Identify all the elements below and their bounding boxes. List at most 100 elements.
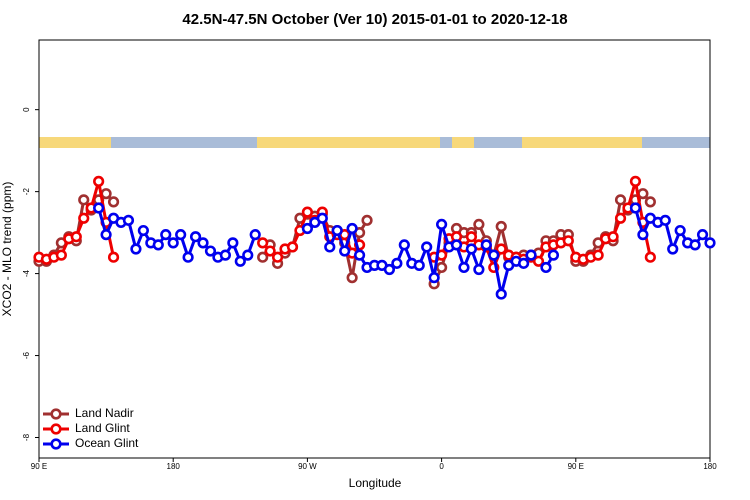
data-point xyxy=(137,224,149,237)
data-point xyxy=(421,241,433,253)
data-point xyxy=(346,222,358,235)
legend-label: Land Glint xyxy=(75,421,130,435)
data-point xyxy=(465,231,478,243)
data-point xyxy=(480,239,492,251)
data-point xyxy=(674,224,686,237)
data-point xyxy=(383,263,396,276)
data-point xyxy=(346,272,358,284)
data-point xyxy=(532,255,545,267)
data-point xyxy=(271,251,284,263)
data-point xyxy=(219,249,231,261)
y-tick-label: -4 xyxy=(22,269,31,277)
x-tick-label: 90 E xyxy=(31,462,47,471)
data-point xyxy=(458,261,470,274)
data-point xyxy=(659,214,671,226)
data-point xyxy=(175,229,187,241)
data-point xyxy=(637,188,649,200)
data-point xyxy=(257,251,269,263)
legend-marker xyxy=(50,423,62,435)
data-point xyxy=(316,212,328,224)
data-point xyxy=(107,251,120,263)
data-point xyxy=(93,175,105,187)
data-point xyxy=(592,249,604,261)
data-point xyxy=(629,175,642,187)
data-point xyxy=(614,194,627,206)
land-band xyxy=(257,137,440,148)
legend-label: Land Nadir xyxy=(75,406,134,420)
data-point xyxy=(614,212,627,224)
data-point xyxy=(495,243,507,255)
data-point xyxy=(450,239,463,251)
data-point xyxy=(107,196,120,208)
data-point xyxy=(689,239,701,251)
y-tick-label: -2 xyxy=(22,188,31,196)
data-point xyxy=(398,239,410,251)
data-point xyxy=(667,243,679,255)
plot-frame xyxy=(38,39,711,459)
data-point xyxy=(301,206,314,218)
data-point xyxy=(547,249,560,261)
x-tick-label: 180 xyxy=(167,462,181,471)
data-point xyxy=(637,229,649,241)
x-tick-label: 90 E xyxy=(568,462,584,471)
data-point xyxy=(242,249,254,261)
data-point xyxy=(70,231,82,243)
data-point xyxy=(629,202,642,214)
y-tick-label: -6 xyxy=(22,351,31,359)
data-point xyxy=(495,220,507,233)
data-point xyxy=(204,245,217,257)
data-point xyxy=(100,188,112,200)
data-point xyxy=(249,229,261,241)
data-point xyxy=(562,235,574,247)
series xyxy=(93,202,716,300)
data-point xyxy=(324,241,336,253)
y-tick-label: 0 xyxy=(22,107,31,112)
data-point xyxy=(361,214,373,226)
data-point xyxy=(182,251,194,263)
legend-marker xyxy=(50,438,62,450)
data-point xyxy=(167,237,179,249)
land-band xyxy=(452,137,474,148)
data-point xyxy=(160,229,172,241)
data-point xyxy=(78,194,90,206)
data-point xyxy=(391,257,403,269)
surface-strip xyxy=(39,137,710,148)
x-tick-label: 180 xyxy=(703,462,717,471)
legend-label: Ocean Glint xyxy=(75,436,139,450)
data-point xyxy=(525,249,537,261)
data-point xyxy=(93,202,105,214)
data-point xyxy=(607,231,619,243)
data-point xyxy=(644,251,656,263)
data-point xyxy=(100,229,112,241)
data-point xyxy=(197,237,209,249)
data-point xyxy=(495,288,507,300)
data-point xyxy=(339,245,351,257)
x-axis-label: Longitude xyxy=(349,476,402,490)
data-point xyxy=(55,249,67,261)
data-point xyxy=(644,196,656,208)
data-point xyxy=(540,261,552,274)
data-point xyxy=(130,243,142,255)
y-axis-label: XCO2 - MLO trend (ppm) xyxy=(0,182,14,317)
data-point xyxy=(436,261,448,274)
chart-title: 42.5N-47.5N October (Ver 10) 2015-01-01 … xyxy=(182,11,567,28)
land-band xyxy=(522,137,642,148)
x-tick-label: 90 W xyxy=(298,462,317,471)
data-point xyxy=(473,263,485,276)
data-point xyxy=(473,218,485,231)
y-tick-label: -8 xyxy=(22,433,31,441)
data-point xyxy=(189,231,202,243)
data-point xyxy=(301,222,314,235)
data-point xyxy=(353,249,366,261)
data-point xyxy=(413,259,425,271)
data-point xyxy=(331,224,343,237)
data-point xyxy=(257,237,269,249)
land-band xyxy=(39,137,111,148)
data-point xyxy=(696,229,709,241)
data-point xyxy=(465,243,478,255)
legend-marker xyxy=(50,408,62,420)
x-tick-label: 0 xyxy=(439,462,444,471)
data-point xyxy=(122,214,135,226)
